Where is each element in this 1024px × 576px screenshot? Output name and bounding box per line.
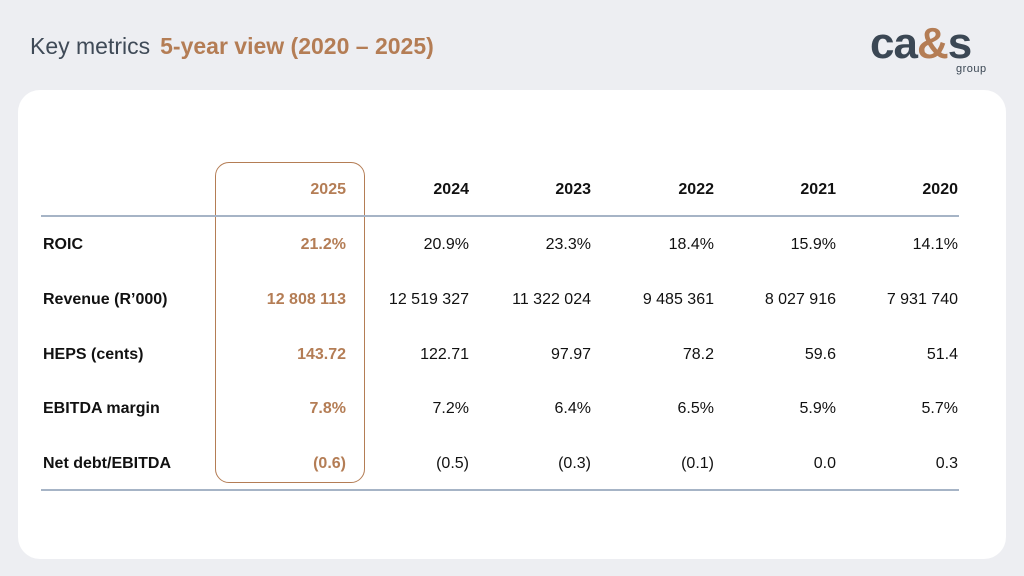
row-label-ebitda-margin: EBITDA margin xyxy=(43,400,160,417)
row-label-heps-cents: HEPS (cents) xyxy=(43,346,144,363)
highlight-column-frame xyxy=(215,162,365,483)
logo-ampersand: & xyxy=(916,19,949,68)
table-cell: 122.71 xyxy=(420,346,469,363)
column-header-2023: 2023 xyxy=(555,181,591,198)
table-cell: 20.9% xyxy=(423,236,469,253)
company-logo: ca&s group xyxy=(870,20,994,80)
table-cell: 9 485 361 xyxy=(642,291,714,308)
table-cell: 21.2% xyxy=(300,236,346,253)
logo-tagline: group xyxy=(956,63,987,75)
table-cell: 5.7% xyxy=(921,400,958,417)
table-cell: 8 027 916 xyxy=(764,291,836,308)
column-header-2024: 2024 xyxy=(433,181,469,198)
table-cell: (0.6) xyxy=(313,455,346,472)
table-cell: 143.72 xyxy=(297,346,346,363)
table-cell: 15.9% xyxy=(790,236,836,253)
table-cell: 12 519 327 xyxy=(388,291,469,308)
title-subtitle: 5-year view (2020 – 2025) xyxy=(160,33,434,59)
table-cell: (0.1) xyxy=(681,455,714,472)
table-cell: 7.2% xyxy=(432,400,469,417)
column-header-2022: 2022 xyxy=(678,181,714,198)
header-divider xyxy=(41,215,959,217)
page-title: Key metrics 5-year view (2020 – 2025) xyxy=(30,31,434,61)
table-cell: 14.1% xyxy=(912,236,958,253)
logo-text-s: s xyxy=(947,19,973,68)
table-cell: 0.3 xyxy=(935,455,958,472)
column-header-2021: 2021 xyxy=(800,181,836,198)
table-cell: 11 322 024 xyxy=(512,291,591,308)
title-main: Key metrics xyxy=(30,33,151,59)
table-cell: 7.8% xyxy=(309,400,346,417)
table-cell: 5.9% xyxy=(799,400,836,417)
table-cell: 0.0 xyxy=(813,455,836,472)
table-bottom-divider xyxy=(41,489,959,491)
content-card xyxy=(18,90,1006,559)
table-cell: (0.3) xyxy=(558,455,591,472)
table-cell: 97.97 xyxy=(550,346,591,363)
table-cell: 23.3% xyxy=(545,236,591,253)
table-cell: (0.5) xyxy=(436,455,469,472)
table-cell: 78.2 xyxy=(682,346,714,363)
logo-wordmark: ca&s xyxy=(870,19,973,68)
table-cell: 51.4 xyxy=(926,346,958,363)
column-header-2020: 2020 xyxy=(922,181,958,198)
logo-text-ca: ca xyxy=(870,19,918,68)
row-label-net-debt-ebitda: Net debt/EBITDA xyxy=(43,455,171,472)
column-header-2025: 2025 xyxy=(310,181,346,198)
table-cell: 7 931 740 xyxy=(886,291,958,308)
table-cell: 6.4% xyxy=(554,400,591,417)
table-cell: 59.6 xyxy=(804,346,836,363)
row-label-revenue-r-000: Revenue (R’000) xyxy=(43,291,168,308)
row-label-roic: ROIC xyxy=(43,236,83,253)
table-cell: 12 808 113 xyxy=(266,291,346,308)
table-cell: 6.5% xyxy=(677,400,714,417)
table-cell: 18.4% xyxy=(668,236,714,253)
